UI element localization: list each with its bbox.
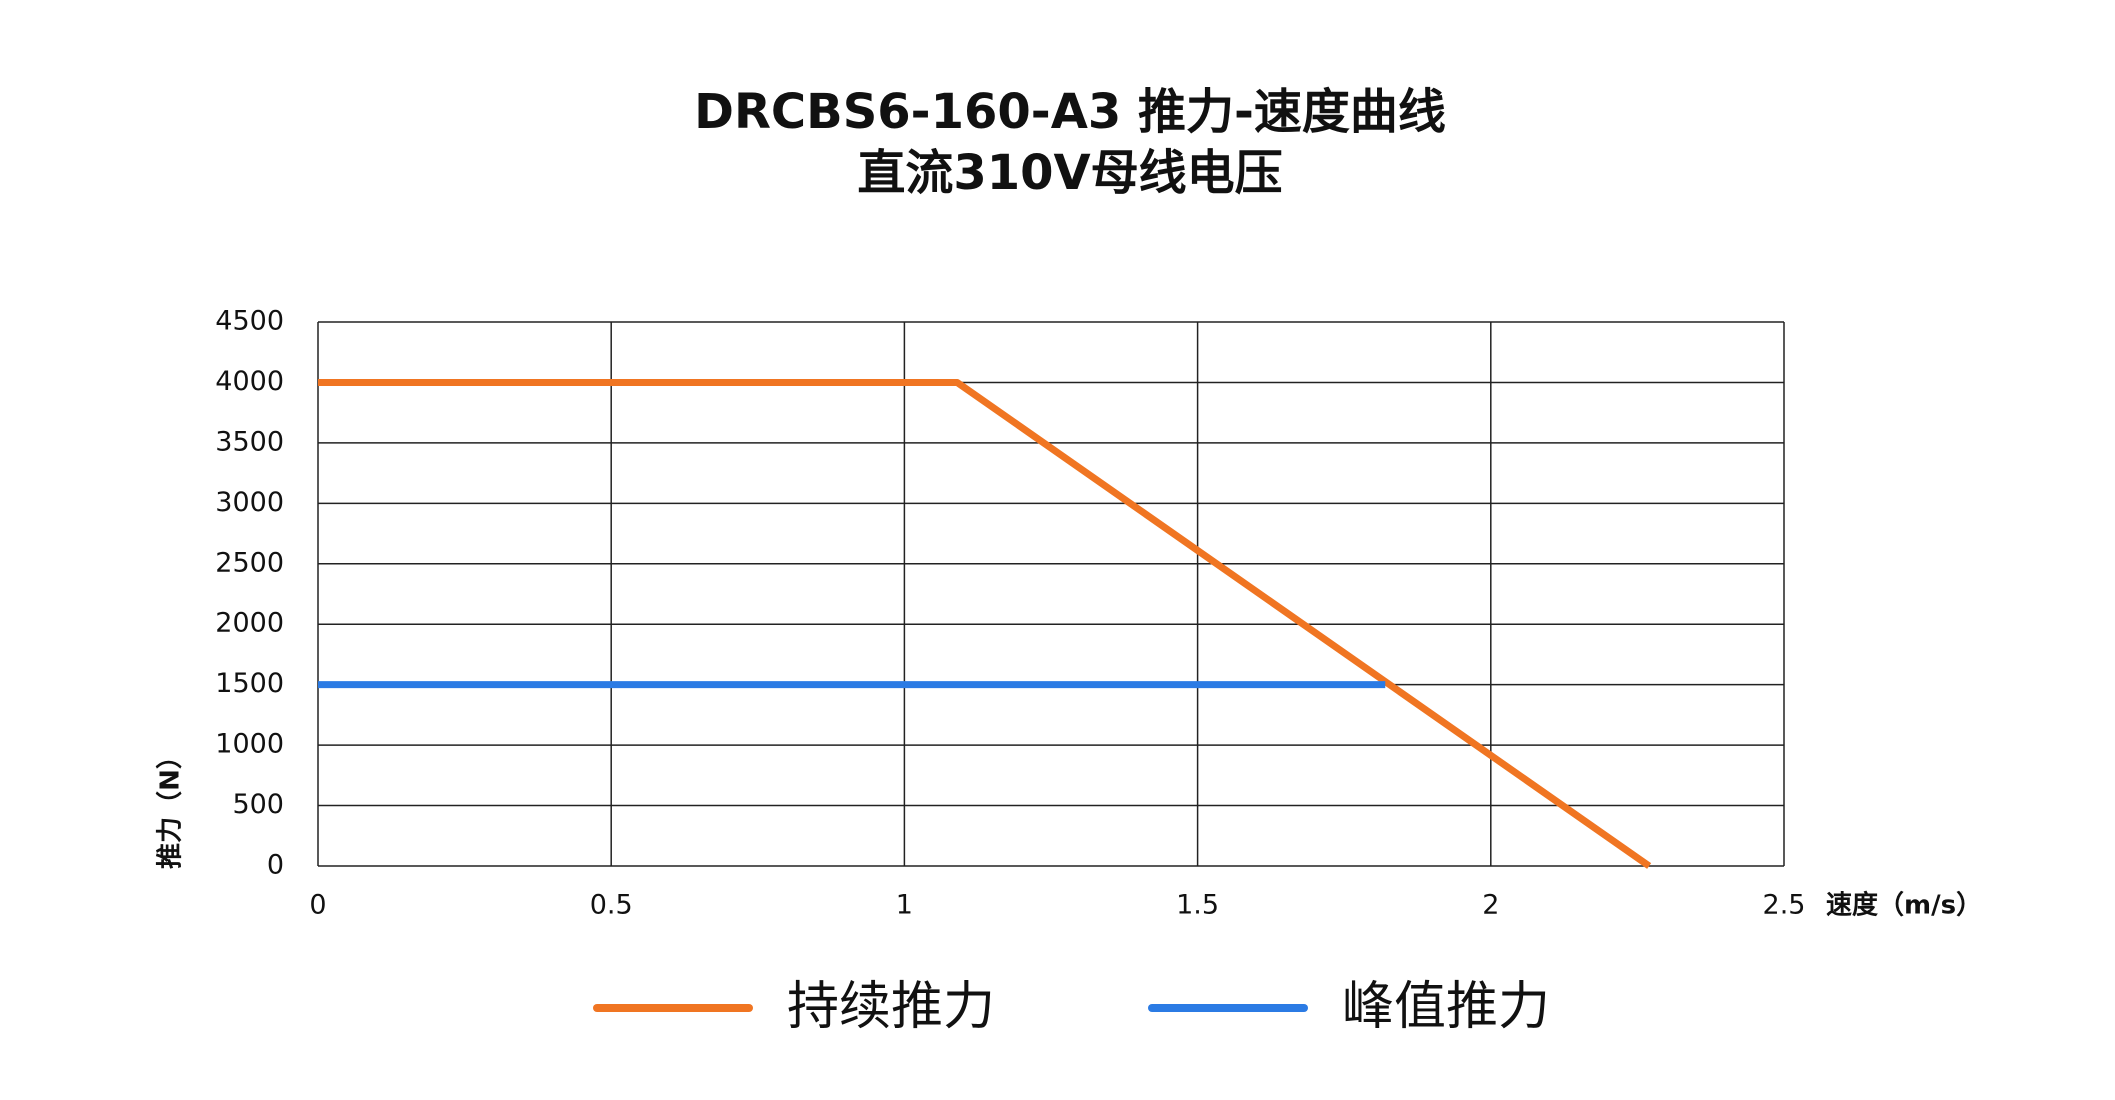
x-tick-label: 1.5	[1176, 890, 1219, 921]
x-tick-label: 2.5	[1763, 890, 1806, 921]
y-tick-label: 4500	[215, 306, 284, 337]
x-axis-label: 速度（m/s）	[1826, 890, 1982, 921]
x-tick-label: 0.5	[590, 890, 633, 921]
y-tick-label: 2500	[215, 547, 284, 578]
x-tick-label: 1	[896, 890, 913, 921]
y-tick-label: 3000	[215, 487, 284, 518]
x-tick-label: 0	[309, 890, 326, 921]
y-tick-label: 3500	[215, 426, 284, 457]
y-tick-label: 1000	[215, 729, 284, 760]
legend-label: 峰值推力	[1342, 977, 1550, 1037]
data-line	[318, 378, 1652, 869]
y-tick-label: 0	[267, 850, 284, 881]
chart-title: DRCBS6-160-A3 推力-速度曲线	[694, 84, 1446, 140]
y-axis-label: 推力（N）	[156, 743, 186, 869]
chart-subtitle: 直流310V母线电压	[857, 145, 1282, 201]
x-tick-label: 2	[1482, 890, 1499, 921]
y-tick-label: 2000	[215, 608, 284, 639]
y-tick-label: 4000	[215, 366, 284, 397]
legend-label: 持续推力	[787, 977, 995, 1037]
y-tick-label: 1500	[215, 668, 284, 699]
y-tick-label: 500	[232, 789, 284, 820]
